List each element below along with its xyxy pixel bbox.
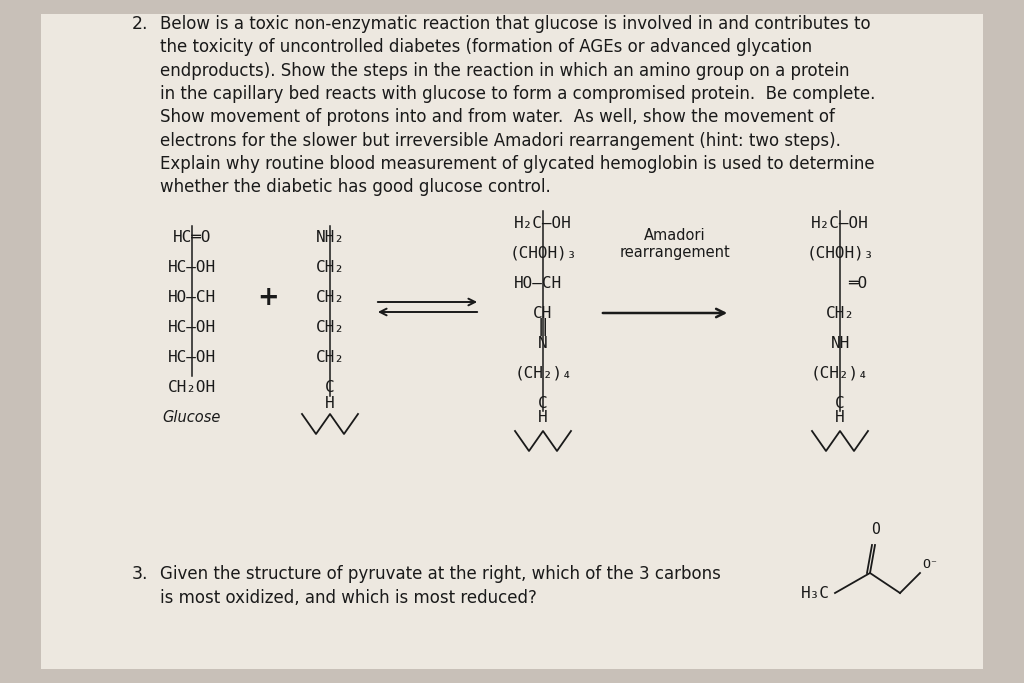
Text: NH₂: NH₂ <box>315 230 344 245</box>
Text: C: C <box>836 395 845 410</box>
Text: C: C <box>539 395 548 410</box>
Text: O: O <box>870 522 880 537</box>
Text: H: H <box>326 397 335 411</box>
Text: N: N <box>539 335 548 350</box>
Text: HC—OH: HC—OH <box>168 260 216 275</box>
Text: C: C <box>326 380 335 395</box>
Text: 2.: 2. <box>132 15 148 33</box>
Text: Below is a toxic non-enzymatic reaction that glucose is involved in and contribu: Below is a toxic non-enzymatic reaction … <box>160 15 876 196</box>
Text: H₃C: H₃C <box>801 585 830 600</box>
Text: Given the structure of pyruvate at the right, which of the 3 carbons
is most oxi: Given the structure of pyruvate at the r… <box>160 565 721 607</box>
Text: H: H <box>836 410 845 426</box>
Text: HO—CH: HO—CH <box>514 275 562 290</box>
Text: HC—OH: HC—OH <box>168 320 216 335</box>
Text: ‖: ‖ <box>538 318 548 336</box>
Text: CH₂: CH₂ <box>315 320 344 335</box>
Text: CH: CH <box>534 305 553 320</box>
Text: CH₂: CH₂ <box>315 260 344 275</box>
Text: CH₂: CH₂ <box>825 305 854 320</box>
Text: HO—CH: HO—CH <box>168 290 216 305</box>
Text: Amadori
rearrangement: Amadori rearrangement <box>620 227 730 260</box>
Text: ═O: ═O <box>848 275 867 290</box>
Text: HC—OH: HC—OH <box>168 350 216 365</box>
Text: H₂C—OH: H₂C—OH <box>811 216 869 230</box>
Text: CH₂: CH₂ <box>315 350 344 365</box>
Text: (CH₂)₄: (CH₂)₄ <box>514 365 571 380</box>
Text: H: H <box>539 410 548 426</box>
Text: HC═O: HC═O <box>173 230 211 245</box>
Text: CH₂: CH₂ <box>315 290 344 305</box>
Text: H₂C—OH: H₂C—OH <box>514 216 571 230</box>
Text: +: + <box>257 285 279 311</box>
Text: CH₂OH: CH₂OH <box>168 380 216 395</box>
Text: O⁻: O⁻ <box>922 558 938 571</box>
Text: (CHOH)₃: (CHOH)₃ <box>806 245 873 260</box>
Text: 3.: 3. <box>132 565 148 583</box>
Text: Glucose: Glucose <box>163 410 221 425</box>
Text: (CH₂)₄: (CH₂)₄ <box>811 365 869 380</box>
Text: NH: NH <box>830 335 850 350</box>
Text: (CHOH)₃: (CHOH)₃ <box>509 245 577 260</box>
